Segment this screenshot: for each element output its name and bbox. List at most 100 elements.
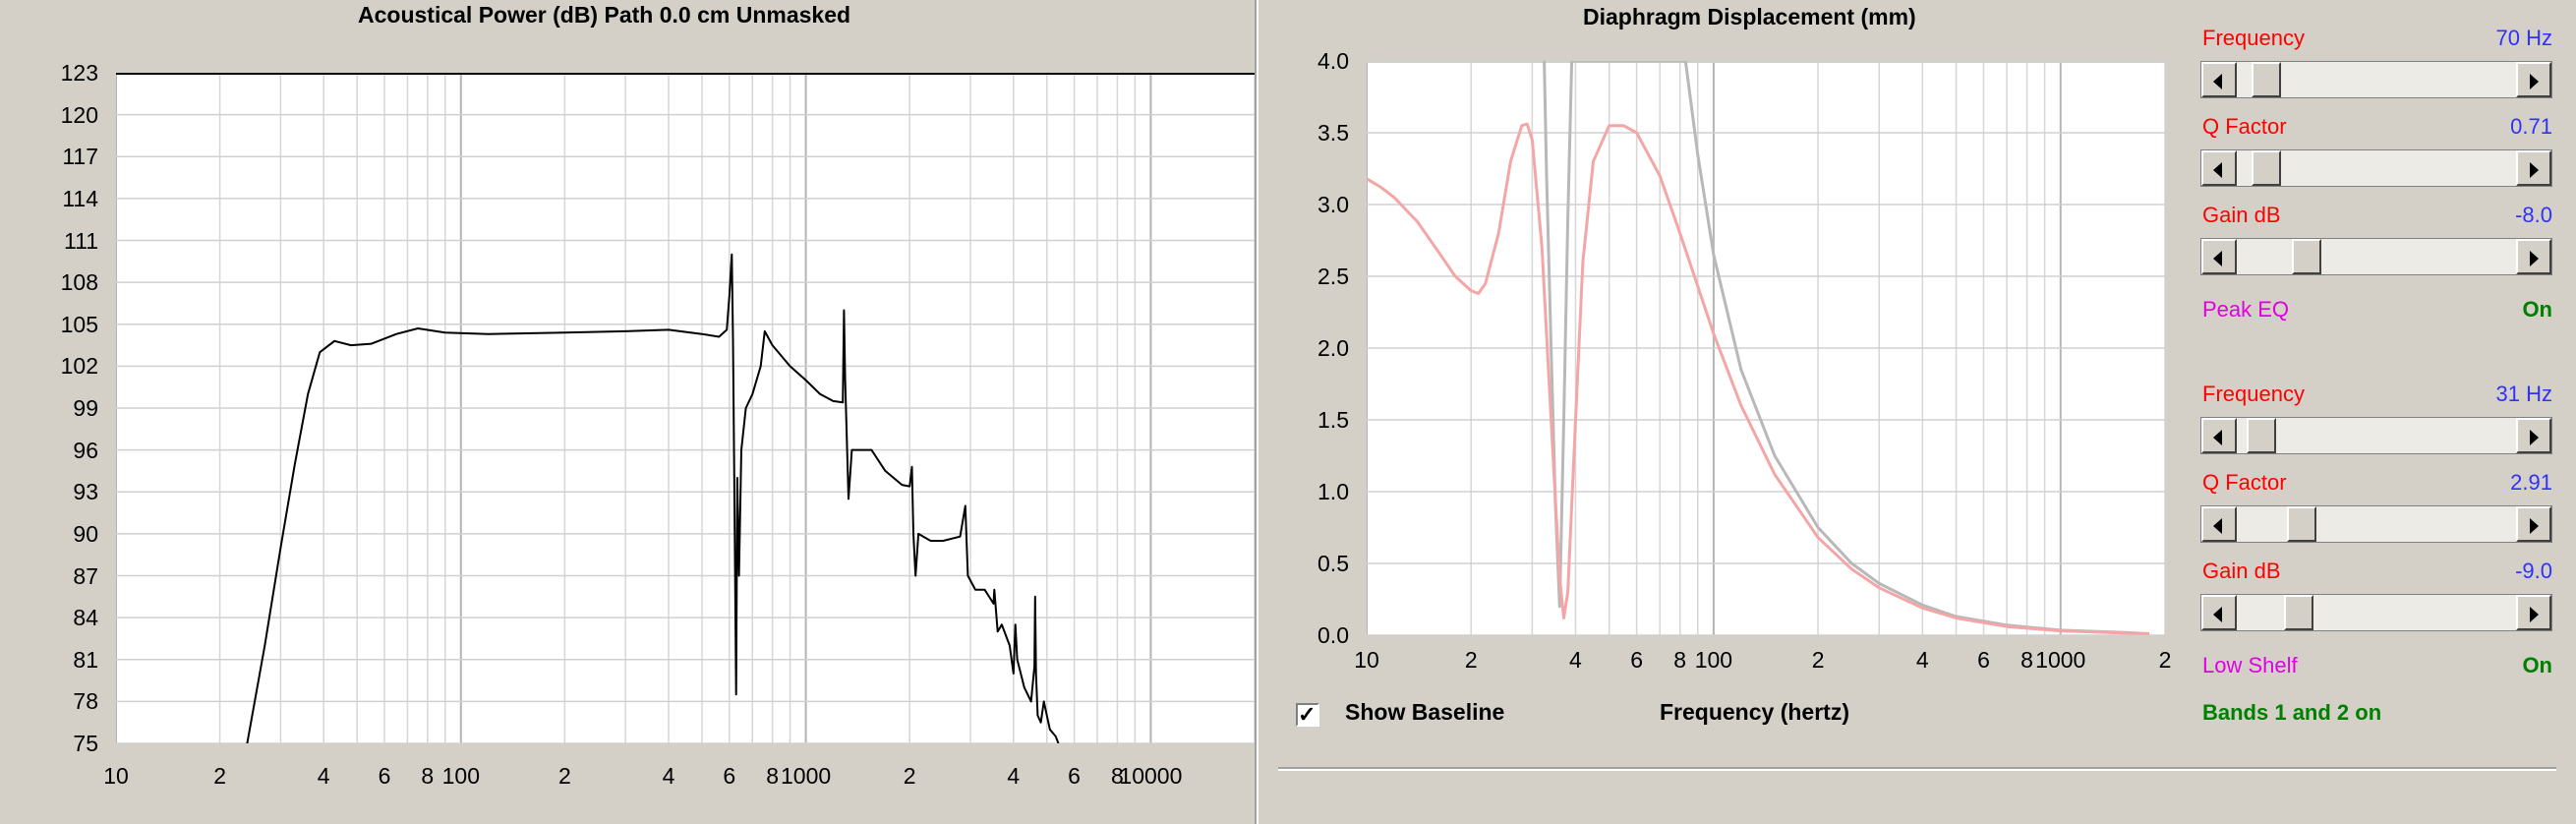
band1-q-slider[interactable]: [2200, 149, 2552, 187]
x-tick-label: 6: [1977, 647, 1990, 673]
x-tick-label: 10: [103, 763, 129, 789]
series-line-1: [1367, 122, 2149, 635]
y-tick-label: 120: [60, 101, 98, 128]
slider-thumb[interactable]: [2252, 62, 2282, 97]
displacement-chart-svg: [1367, 61, 2165, 635]
displacement-chart-title: Diaphragm Displacement (mm): [1583, 4, 1916, 29]
y-tick-label: 81: [73, 646, 98, 673]
bottom-separator: [1278, 767, 2556, 771]
x-tick-label: 10000: [1119, 763, 1183, 789]
slider-thumb[interactable]: [2291, 239, 2321, 274]
displacement-chart-plot: [1367, 61, 2165, 635]
y-tick-label: 111: [64, 227, 98, 254]
x-tick-label: 2: [213, 763, 226, 789]
band1-q-value: 0.71: [2510, 114, 2552, 139]
slider-thumb[interactable]: [2252, 150, 2282, 186]
x-tick-label: 8: [1673, 647, 1687, 673]
arrow-left-icon[interactable]: [2201, 418, 2237, 453]
x-tick-label: 1000: [2035, 647, 2086, 673]
pane-divider: [1255, 0, 1259, 824]
y-tick-label: 78: [73, 688, 98, 715]
y-tick-label: 0.5: [1317, 551, 1349, 576]
power-chart-svg: [116, 73, 1255, 743]
band1-frequency-label: Frequency: [2202, 26, 2305, 50]
y-tick-label: 90: [73, 520, 98, 547]
band2-gain-label: Gain dB: [2202, 559, 2281, 583]
band2-q-label: Q Factor: [2202, 470, 2287, 495]
slider-thumb[interactable]: [2286, 506, 2316, 542]
band1-type-label[interactable]: Peak EQ: [2202, 297, 2290, 322]
y-tick-label: 87: [73, 562, 98, 589]
arrow-right-icon[interactable]: [2516, 150, 2551, 186]
y-tick-label: 0.0: [1317, 622, 1349, 648]
y-tick-label: 3.0: [1317, 192, 1349, 217]
x-tick-label: 8: [2020, 647, 2033, 673]
y-tick-label: 1.0: [1317, 479, 1349, 504]
y-tick-label: 108: [60, 269, 98, 296]
y-tick-label: 123: [60, 60, 98, 86]
series-line-0: [246, 253, 1060, 743]
band2-frequency-label: Frequency: [2202, 382, 2305, 406]
arrow-left-icon[interactable]: [2201, 239, 2237, 274]
x-tick-label: 100: [441, 763, 480, 789]
band2-q-value: 2.91: [2510, 470, 2552, 495]
x-tick-label: 2: [903, 763, 916, 789]
arrow-right-icon[interactable]: [2516, 418, 2551, 453]
band1-gain-value: -8.0: [2515, 203, 2552, 227]
arrow-left-icon[interactable]: [2201, 595, 2237, 630]
y-tick-label: 3.5: [1317, 120, 1349, 146]
arrow-right-icon[interactable]: [2516, 239, 2551, 274]
power-chart-title: Acoustical Power (dB) Path 0.0 cm Unmask…: [358, 2, 851, 28]
band1-frequency-slider[interactable]: [2200, 61, 2552, 98]
x-tick-label: 2: [2158, 647, 2172, 673]
y-tick-label: 4.0: [1317, 48, 1349, 74]
y-tick-label: 102: [60, 353, 98, 380]
x-tick-label: 100: [1694, 647, 1733, 673]
band2-state[interactable]: On: [2522, 653, 2552, 677]
y-tick-label: 105: [60, 311, 98, 337]
y-tick-label: 96: [73, 437, 98, 463]
x-tick-label: 8: [421, 763, 435, 789]
band2-type-label[interactable]: Low Shelf: [2202, 653, 2298, 677]
arrow-left-icon[interactable]: [2201, 150, 2237, 186]
band1-q-label: Q Factor: [2202, 114, 2287, 139]
arrow-right-icon[interactable]: [2516, 62, 2551, 97]
x-tick-label: 8: [766, 763, 779, 789]
band1-state[interactable]: On: [2522, 297, 2552, 322]
band1-gain-slider[interactable]: [2200, 238, 2552, 275]
band2-frequency-value: 31 Hz: [2495, 382, 2552, 406]
power-chart-plot: [116, 73, 1255, 743]
x-tick-label: 8: [1110, 763, 1124, 789]
y-tick-label: 93: [73, 479, 98, 505]
x-tick-label: 4: [317, 763, 330, 789]
x-tick-label: 4: [1915, 647, 1929, 673]
y-tick-label: 2.0: [1317, 335, 1349, 361]
show-baseline-checkbox[interactable]: ✓: [1296, 702, 1319, 727]
x-tick-label: 2: [1811, 647, 1825, 673]
x-tick-label: 1000: [781, 763, 832, 789]
slider-thumb[interactable]: [2247, 418, 2277, 453]
x-tick-label: 6: [723, 763, 736, 789]
show-baseline-label[interactable]: Show Baseline: [1345, 699, 1505, 725]
y-tick-label: 75: [73, 731, 98, 756]
slider-thumb[interactable]: [2284, 595, 2314, 630]
band2-gain-value: -9.0: [2515, 559, 2552, 583]
x-tick-label: 6: [1630, 647, 1643, 673]
y-tick-label: 117: [62, 144, 98, 170]
x-tick-label: 4: [1007, 763, 1021, 789]
arrow-left-icon[interactable]: [2201, 62, 2237, 97]
band2-q-slider[interactable]: [2200, 505, 2552, 543]
x-tick-label: 2: [557, 763, 571, 789]
y-tick-label: 2.5: [1317, 264, 1349, 289]
eq-status: Bands 1 and 2 on: [2202, 700, 2382, 725]
arrow-right-icon[interactable]: [2516, 506, 2551, 542]
band2-gain-slider[interactable]: [2200, 594, 2552, 631]
y-tick-label: 99: [73, 395, 98, 421]
band2-frequency-slider[interactable]: [2200, 417, 2552, 454]
arrow-right-icon[interactable]: [2516, 595, 2551, 630]
checkmark-icon: ✓: [1298, 702, 1317, 727]
x-tick-label: 6: [1068, 763, 1081, 789]
x-tick-label: 4: [662, 763, 675, 789]
arrow-left-icon[interactable]: [2201, 506, 2237, 542]
band1-gain-label: Gain dB: [2202, 203, 2281, 227]
